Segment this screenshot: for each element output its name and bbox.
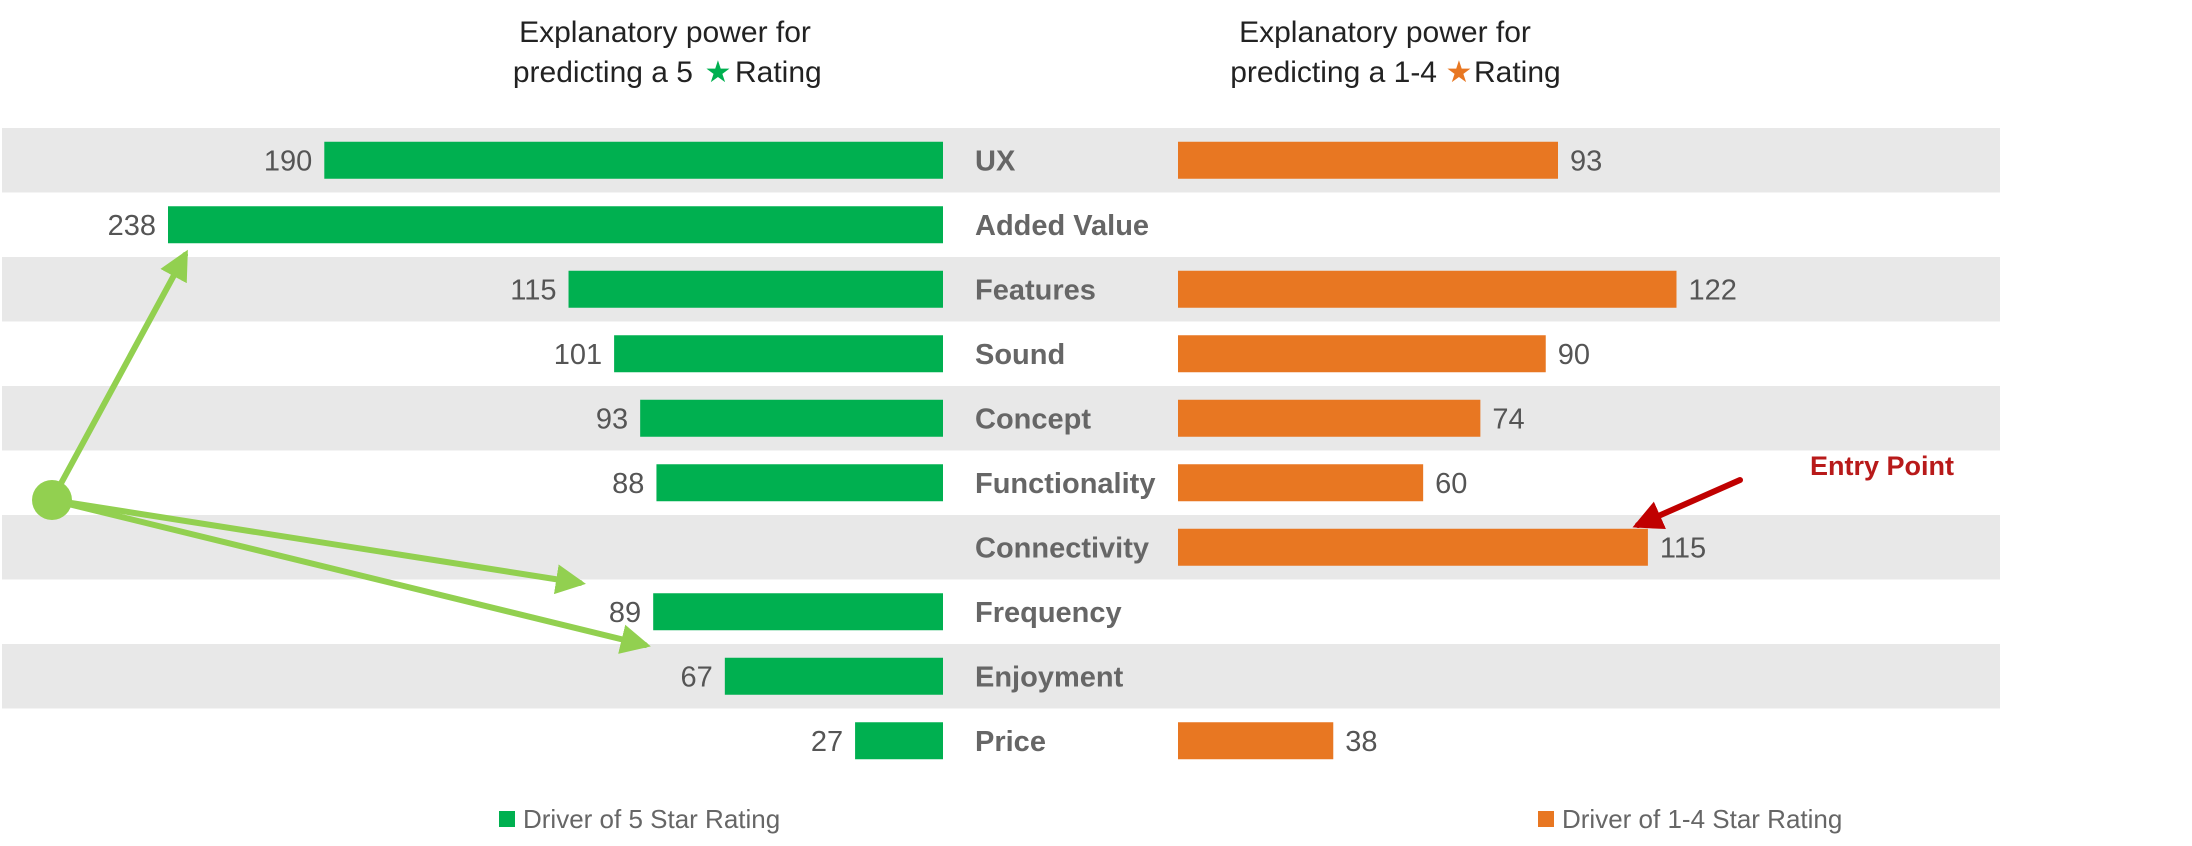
category-label-frequency: Frequency	[975, 597, 1122, 629]
left-title-line1: Explanatory power for	[519, 16, 811, 49]
legend-label-5-star: Driver of 5 Star Rating	[523, 804, 780, 834]
category-label-added-value: Added Value	[975, 210, 1149, 242]
category-label-functionality: Functionality	[975, 468, 1155, 500]
legend-label-1-4-star: Driver of 1-4 Star Rating	[1562, 804, 1842, 834]
value-label-5-star-added-value: 238	[108, 210, 156, 242]
bar-5-star-price	[855, 722, 943, 760]
row-band-enjoyment	[2, 644, 2000, 709]
value-label-1-4-star-connectivity: 115	[1660, 532, 1706, 564]
value-label-5-star-price: 27	[811, 726, 843, 758]
entry-point-arrow	[1632, 477, 1743, 530]
value-label-5-star-concept: 93	[596, 403, 628, 435]
right-title-line1: Explanatory power for	[1239, 16, 1531, 49]
category-label-price: Price	[975, 726, 1046, 758]
value-label-1-4-star-price: 38	[1345, 726, 1377, 758]
legend: Driver of 5 Star Rating Driver of 1-4 St…	[499, 804, 1842, 834]
value-label-5-star-ux: 190	[264, 145, 312, 177]
bar-1-4-star-price	[1178, 722, 1334, 760]
bar-5-star-sound	[614, 335, 943, 373]
connector-arrow-frequency	[49, 497, 651, 654]
category-label-features: Features	[975, 274, 1096, 306]
category-label-ux: UX	[975, 145, 1016, 177]
bar-5-star-ux	[324, 141, 944, 179]
connector-arrows	[32, 249, 651, 654]
bars	[168, 141, 1677, 760]
category-label-concept: Concept	[975, 403, 1091, 435]
bar-1-4-star-sound	[1178, 335, 1546, 373]
category-label-enjoyment: Enjoyment	[975, 661, 1124, 693]
value-label-1-4-star-sound: 90	[1558, 339, 1590, 371]
bar-5-star-functionality	[656, 464, 943, 502]
labels: UX 190 93 Added Value 238 Features 115 122 Sound…	[108, 145, 1737, 758]
connector-arrow-added-value	[49, 249, 188, 503]
value-label-5-star-features: 115	[510, 274, 556, 306]
left-title-post: Rating	[735, 56, 822, 89]
bar-1-4-star-functionality	[1178, 464, 1424, 502]
left-title-line2: predicting a 5 ★ Rating	[513, 55, 822, 90]
entry-point-label: Entry Point	[1810, 451, 1954, 481]
value-label-5-star-sound: 101	[554, 339, 602, 371]
bar-1-4-star-features	[1178, 270, 1677, 308]
bar-1-4-star-ux	[1178, 141, 1558, 179]
value-label-1-4-star-ux: 93	[1570, 145, 1602, 177]
bar-5-star-concept	[640, 399, 943, 437]
bar-1-4-star-connectivity	[1178, 528, 1648, 566]
legend-swatch-5-star	[499, 811, 515, 827]
right-title-line2: predicting a 1-4 ★ Rating	[1230, 55, 1561, 90]
value-label-1-4-star-concept: 74	[1492, 403, 1524, 435]
green-star-icon: ★	[705, 55, 732, 90]
row-band-concept	[2, 386, 2000, 451]
value-label-5-star-enjoyment: 67	[681, 661, 713, 693]
bar-5-star-features	[568, 270, 943, 308]
connector-hub-node	[32, 480, 72, 520]
orange-star-icon: ★	[1446, 55, 1473, 90]
legend-swatch-1-4-star	[1538, 811, 1554, 827]
connector-arrow-connectivity	[49, 497, 586, 595]
entry-point-annotation: Entry Point	[1632, 451, 1954, 530]
bar-5-star-added-value	[168, 206, 943, 244]
bar-1-4-star-concept	[1178, 399, 1481, 437]
bar-5-star-frequency	[653, 593, 943, 631]
value-label-1-4-star-functionality: 60	[1435, 468, 1467, 500]
value-label-5-star-functionality: 88	[612, 468, 644, 500]
value-label-1-4-star-features: 122	[1688, 274, 1736, 306]
category-label-sound: Sound	[975, 339, 1065, 371]
value-label-5-star-frequency: 89	[609, 597, 641, 629]
category-label-connectivity: Connectivity	[975, 532, 1149, 564]
left-title-pre: predicting a 5	[513, 56, 693, 89]
right-title-pre: predicting a 1-4	[1230, 56, 1437, 89]
bar-5-star-enjoyment	[724, 657, 943, 695]
right-title-post: Rating	[1474, 56, 1561, 89]
